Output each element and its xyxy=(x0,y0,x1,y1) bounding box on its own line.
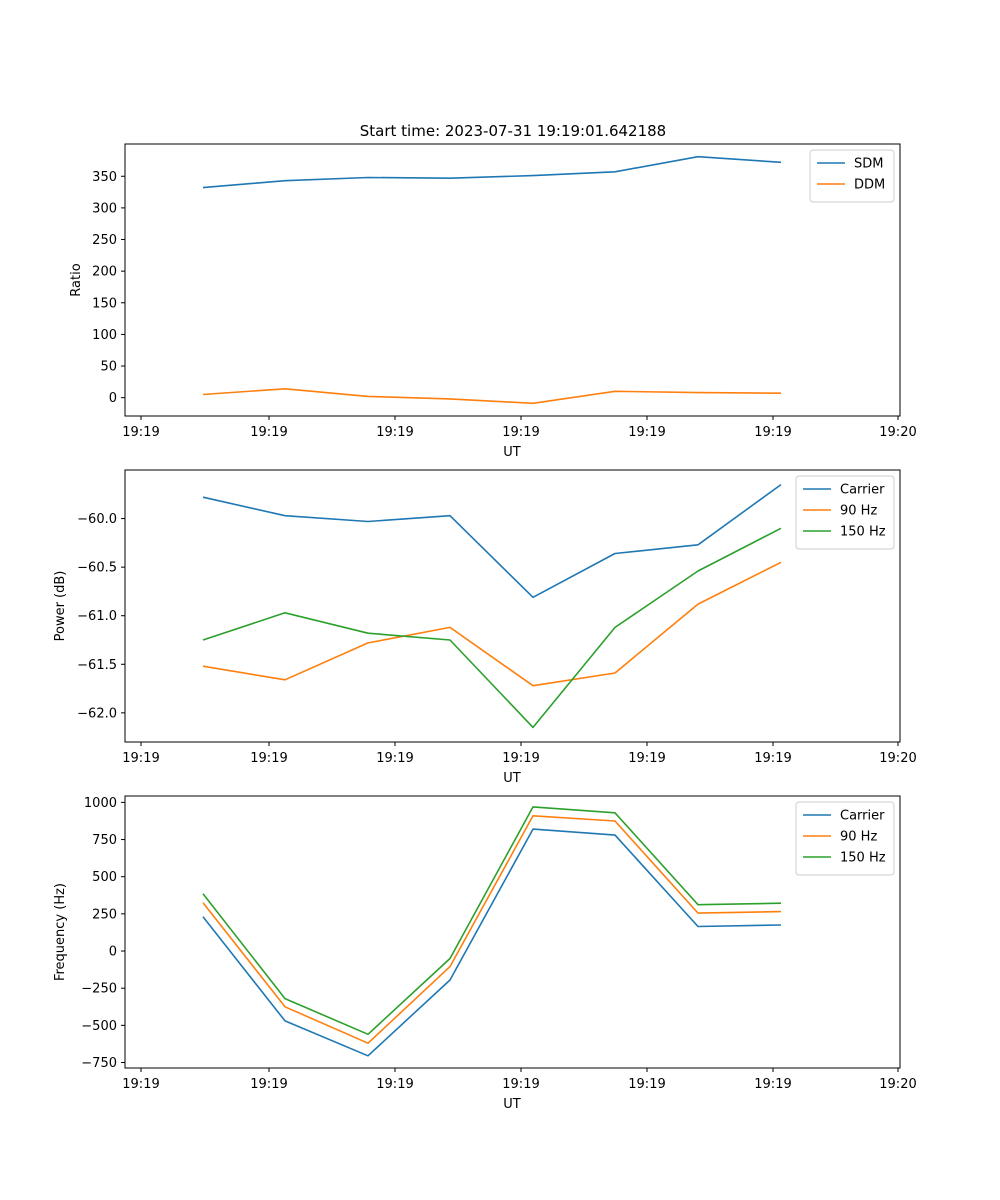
y-tick-label: 150 xyxy=(92,296,117,311)
y-tick-label: 1000 xyxy=(84,796,117,811)
y-tick-label: −61.5 xyxy=(77,658,117,673)
x-tick-label: 19:19 xyxy=(502,751,539,766)
series-line-carrier xyxy=(202,828,782,1057)
legend: Carrier 90 Hz 150 Hz xyxy=(795,475,895,550)
x-axis-label: UT xyxy=(503,1097,521,1112)
x-tick-label: 19:19 xyxy=(122,1077,159,1092)
x-tick-label: 19:19 xyxy=(754,425,791,440)
chart-panel-2: 19:19 19:19 19:19 19:19 19:19 19:19 19:20 −62.0… xyxy=(53,469,917,786)
x-tick-label: 19:19 xyxy=(376,751,413,766)
x-tick-label: 19:19 xyxy=(754,751,791,766)
y-tick-label: 250 xyxy=(92,907,117,922)
axes-frame xyxy=(124,469,901,743)
series-line-ddm xyxy=(202,387,782,405)
legend: Carrier 90 Hz 150 Hz xyxy=(795,801,895,876)
y-tick-label: 200 xyxy=(92,265,117,280)
axes-frame xyxy=(124,795,901,1069)
chart-panel-1: 19:19 19:19 19:19 19:19 19:19 19:19 19:20 0 50 10… xyxy=(69,143,917,460)
y-axis-label: Frequency (Hz) xyxy=(53,883,68,981)
y-tick-label: −750 xyxy=(81,1056,117,1071)
axes-frame xyxy=(124,143,901,417)
chart-panel-3: 19:19 19:19 19:19 19:19 19:19 19:19 19:20 −750 −… xyxy=(53,795,917,1112)
y-tick-label: −500 xyxy=(81,1019,117,1034)
legend-label: 150 Hz xyxy=(840,851,886,866)
x-tick-label: 19:20 xyxy=(879,1077,916,1092)
y-axis-label: Power (dB) xyxy=(53,571,68,642)
y-tick-label: 50 xyxy=(100,360,117,375)
y-tick-label: −250 xyxy=(81,982,117,997)
y-tick-label: 0 xyxy=(109,391,117,406)
chart-panels: 19:19 19:19 19:19 19:19 19:19 19:19 19:20 0 50 10… xyxy=(53,143,917,1112)
legend-label: 150 Hz xyxy=(840,525,886,540)
legend-label: Carrier xyxy=(840,809,885,824)
x-tick-label: 19:20 xyxy=(879,751,916,766)
series-line-90-hz xyxy=(202,814,782,1044)
y-tick-label: 250 xyxy=(92,233,117,248)
legend-label: Carrier xyxy=(840,483,885,498)
x-tick-label: 19:19 xyxy=(250,1077,287,1092)
x-tick-label: 19:19 xyxy=(376,425,413,440)
x-tick-label: 19:20 xyxy=(879,425,916,440)
x-tick-label: 19:19 xyxy=(754,1077,791,1092)
x-tick-label: 19:19 xyxy=(628,751,665,766)
y-tick-label: 300 xyxy=(92,201,117,216)
series-line-carrier xyxy=(202,483,782,599)
x-tick-label: 19:19 xyxy=(502,425,539,440)
legend: SDM DDM xyxy=(809,149,895,203)
x-axis-label: UT xyxy=(503,771,521,786)
x-tick-label: 19:19 xyxy=(628,1077,665,1092)
series-line-150-hz xyxy=(202,527,782,729)
figure-title: Start time: 2023-07-31 19:19:01.642188 xyxy=(360,122,666,140)
legend-label: 90 Hz xyxy=(840,830,877,845)
y-tick-label: −61.0 xyxy=(77,609,117,624)
x-axis-label: UT xyxy=(503,445,521,460)
x-tick-label: 19:19 xyxy=(250,751,287,766)
x-tick-label: 19:19 xyxy=(628,425,665,440)
x-tick-label: 19:19 xyxy=(250,425,287,440)
y-tick-label: −60.5 xyxy=(77,561,117,576)
y-tick-label: −62.0 xyxy=(77,706,117,721)
series-line-90-hz xyxy=(202,561,782,687)
legend-label: DDM xyxy=(854,178,885,193)
y-tick-label: 500 xyxy=(92,870,117,885)
y-axis-label: Ratio xyxy=(69,263,84,296)
y-tick-label: 350 xyxy=(92,170,117,185)
y-tick-label: 100 xyxy=(92,328,117,343)
x-tick-label: 19:19 xyxy=(122,751,159,766)
x-tick-label: 19:19 xyxy=(376,1077,413,1092)
y-tick-label: −60.0 xyxy=(77,512,117,527)
series-line-sdm xyxy=(202,155,782,189)
legend-label: SDM xyxy=(854,157,883,172)
legend-label: 90 Hz xyxy=(840,504,877,519)
series-line-150-hz xyxy=(202,806,782,1036)
y-tick-label: 0 xyxy=(109,945,117,960)
x-tick-label: 19:19 xyxy=(122,425,159,440)
x-tick-label: 19:19 xyxy=(502,1077,539,1092)
y-tick-label: 750 xyxy=(92,833,117,848)
